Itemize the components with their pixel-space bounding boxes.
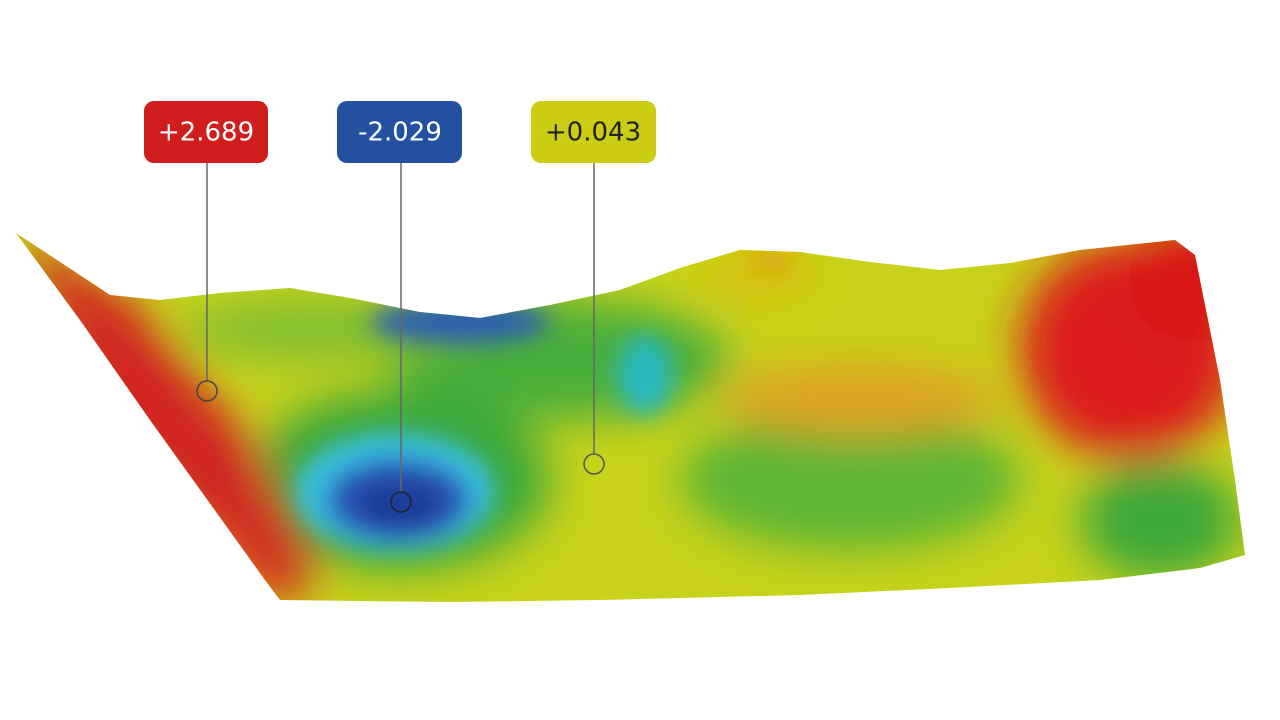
label: -2.029	[358, 118, 442, 148]
label-box	[144, 101, 268, 163]
callout-3: +0.043	[531, 101, 656, 475]
label-box	[337, 101, 462, 163]
callout-1: +2.689	[144, 101, 268, 402]
label-box	[531, 101, 656, 163]
marker	[583, 453, 605, 475]
marker	[390, 491, 412, 513]
surface	[16, 233, 1245, 602]
label: +2.689	[158, 118, 254, 148]
callout-2: -2.029	[337, 101, 462, 513]
label: +0.043	[545, 118, 641, 148]
marker	[196, 380, 218, 402]
